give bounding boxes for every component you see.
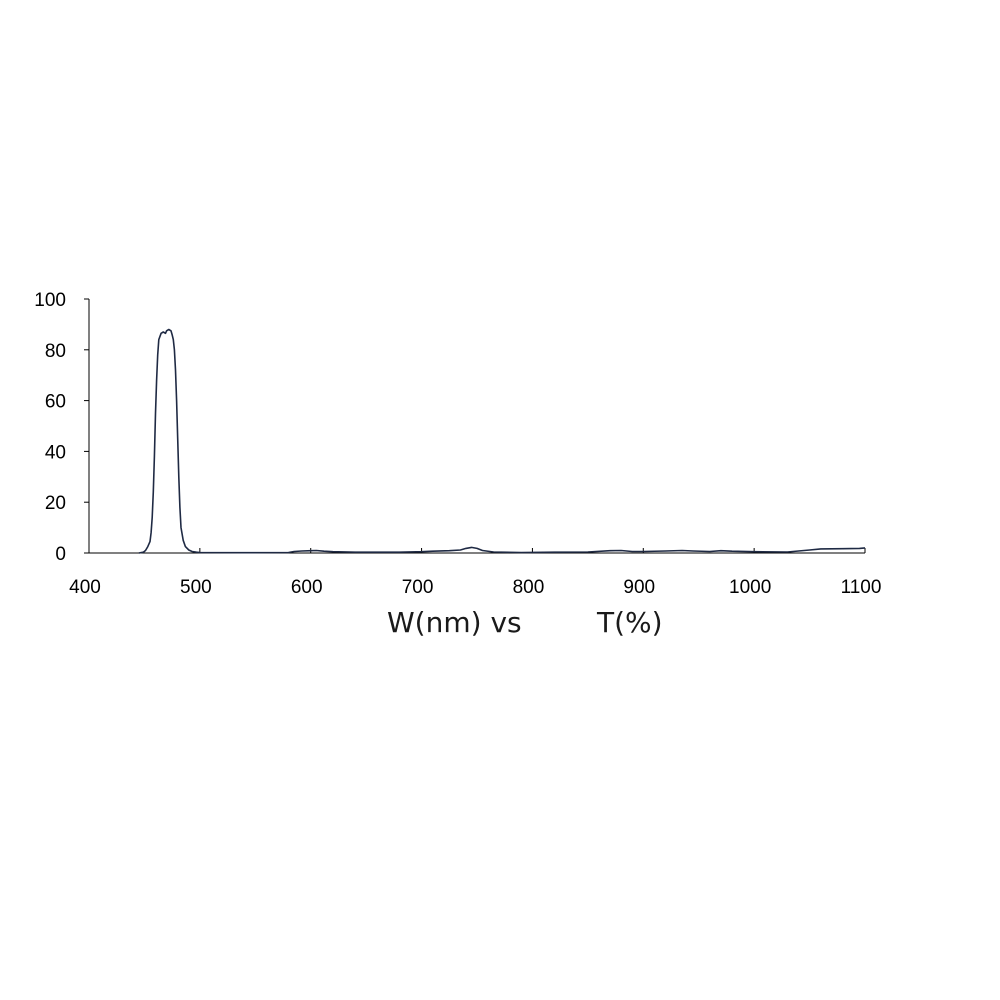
y-axis-ticks: 0 20 40 60 80 100 (34, 290, 89, 565)
series-layer (138, 328, 866, 554)
x-tick-label: 400 (69, 577, 101, 598)
x-axis-ticks: 400 500 600 700 800 900 1000 1100 (69, 548, 881, 598)
x-tick-label: 600 (291, 577, 323, 598)
x-axis-label-right: T(%) (596, 606, 663, 639)
y-tick-label: 60 (45, 392, 66, 413)
y-tick-label: 40 (45, 442, 66, 463)
x-tick-label: 1000 (729, 577, 771, 598)
x-tick-label: 800 (513, 577, 545, 598)
y-tick-label: 100 (34, 290, 66, 311)
x-axis-label-left: W(nm) vs (387, 606, 522, 639)
y-tick-label: 0 (55, 544, 66, 565)
y-tick-label: 80 (45, 341, 66, 362)
axes (88, 299, 865, 554)
y-tick-label: 20 (45, 493, 66, 514)
x-tick-label: 900 (623, 577, 655, 598)
x-tick-label: 1100 (841, 577, 882, 598)
x-tick-label: 500 (180, 577, 212, 598)
transmission-series-line (138, 328, 866, 554)
x-tick-label: 700 (402, 577, 434, 598)
